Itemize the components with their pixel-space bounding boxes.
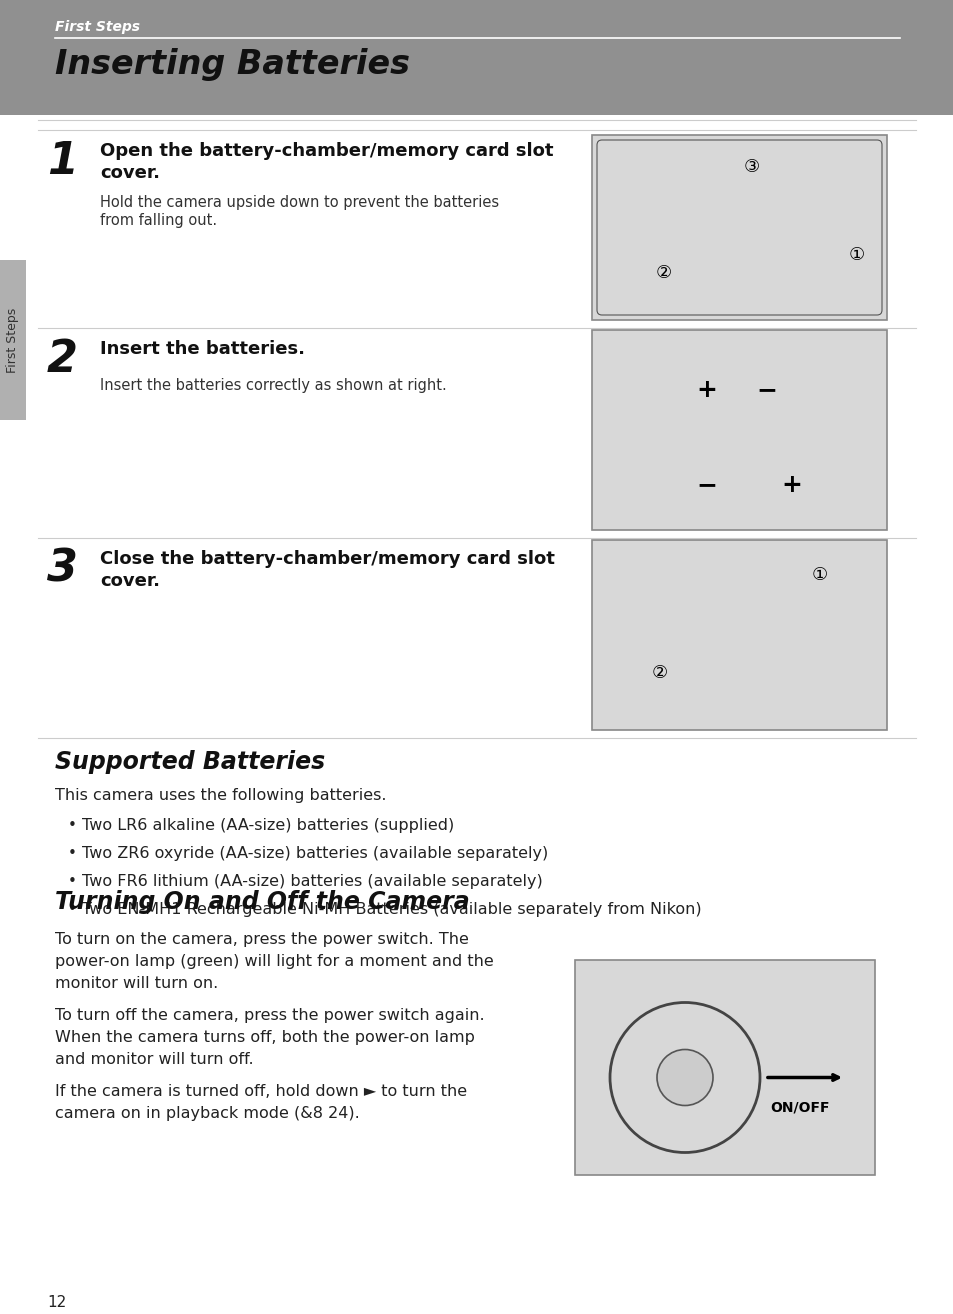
Text: cover.: cover. — [100, 164, 160, 183]
Text: Open the battery-chamber/memory card slot: Open the battery-chamber/memory card slo… — [100, 142, 553, 160]
Text: •: • — [68, 819, 77, 833]
Text: Two EN-MH1 Rechargeable Ni-MH Batteries (available separately from Nikon): Two EN-MH1 Rechargeable Ni-MH Batteries … — [82, 901, 700, 917]
Text: 12: 12 — [47, 1296, 66, 1310]
Text: Close the battery-chamber/memory card slot: Close the battery-chamber/memory card sl… — [100, 551, 555, 568]
Text: Two LR6 alkaline (AA-size) batteries (supplied): Two LR6 alkaline (AA-size) batteries (su… — [82, 819, 454, 833]
Text: from falling out.: from falling out. — [100, 213, 217, 229]
Text: Insert the batteries.: Insert the batteries. — [100, 340, 305, 357]
Text: Turning On and Off the Camera: Turning On and Off the Camera — [55, 890, 469, 915]
Bar — [592, 540, 886, 731]
Text: First Steps: First Steps — [7, 307, 19, 373]
Text: ①: ① — [811, 566, 827, 583]
Text: ②: ② — [656, 264, 671, 283]
Text: ON/OFF: ON/OFF — [769, 1101, 829, 1114]
Text: monitor will turn on.: monitor will turn on. — [55, 976, 218, 991]
Text: Hold the camera upside down to prevent the batteries: Hold the camera upside down to prevent t… — [100, 194, 498, 210]
Text: −: − — [696, 473, 717, 497]
Bar — [592, 330, 886, 530]
Text: camera on in playback mode (&8 24).: camera on in playback mode (&8 24). — [55, 1106, 359, 1121]
Circle shape — [657, 1050, 712, 1105]
Bar — [592, 135, 886, 321]
Text: This camera uses the following batteries.: This camera uses the following batteries… — [55, 788, 386, 803]
Text: 3: 3 — [47, 548, 78, 591]
Text: •: • — [68, 901, 77, 917]
Text: Supported Batteries: Supported Batteries — [55, 750, 325, 774]
Bar — [0, 0, 953, 116]
Text: power-on lamp (green) will light for a moment and the: power-on lamp (green) will light for a m… — [55, 954, 494, 968]
Text: •: • — [68, 874, 77, 890]
Text: Two ZR6 oxyride (AA-size) batteries (available separately): Two ZR6 oxyride (AA-size) batteries (ava… — [82, 846, 548, 861]
Text: and monitor will turn off.: and monitor will turn off. — [55, 1053, 253, 1067]
Text: To turn on the camera, press the power switch. The: To turn on the camera, press the power s… — [55, 932, 468, 947]
Bar — [575, 961, 874, 1175]
Text: cover.: cover. — [100, 572, 160, 590]
Text: If the camera is turned off, hold down ► to turn the: If the camera is turned off, hold down ►… — [55, 1084, 467, 1099]
Text: Two FR6 lithium (AA-size) batteries (available separately): Two FR6 lithium (AA-size) batteries (ava… — [82, 874, 542, 890]
Text: •: • — [68, 846, 77, 861]
Bar — [0, 260, 26, 420]
Text: ②: ② — [651, 664, 667, 682]
Text: To turn off the camera, press the power switch again.: To turn off the camera, press the power … — [55, 1008, 484, 1024]
Text: Insert the batteries correctly as shown at right.: Insert the batteries correctly as shown … — [100, 378, 446, 393]
Text: ③: ③ — [743, 158, 760, 176]
Text: 2: 2 — [47, 338, 78, 381]
Text: +: + — [696, 378, 717, 402]
Text: +: + — [781, 473, 801, 497]
Text: ①: ① — [848, 246, 864, 264]
Text: First Steps: First Steps — [55, 20, 140, 34]
Text: When the camera turns off, both the power-on lamp: When the camera turns off, both the powe… — [55, 1030, 475, 1045]
Text: 1: 1 — [47, 141, 78, 183]
Text: Inserting Batteries: Inserting Batteries — [55, 49, 410, 81]
Text: −: − — [756, 378, 777, 402]
